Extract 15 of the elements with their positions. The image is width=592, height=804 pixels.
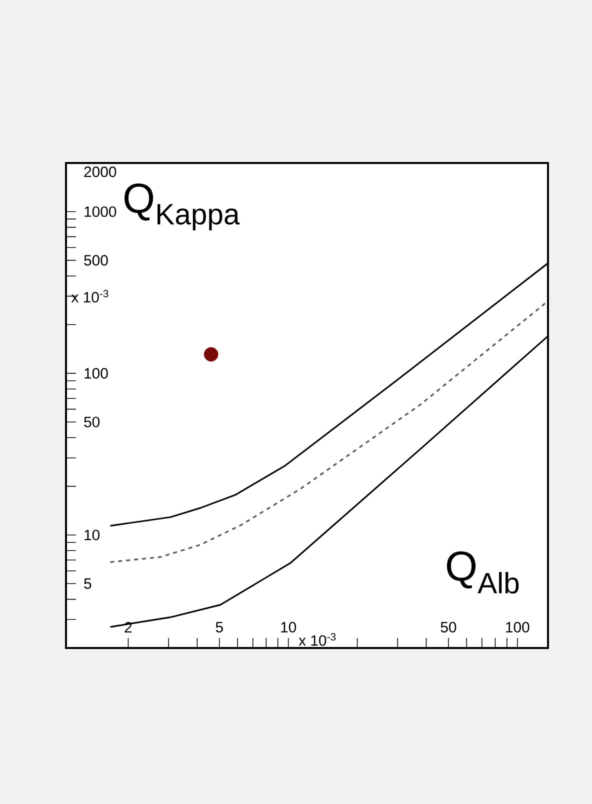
y-tick-label: 50 bbox=[84, 416, 100, 428]
x-tick-label: 100 bbox=[506, 622, 530, 632]
y-axis-title: Q$_{Kappa}$ bbox=[124, 183, 240, 230]
y-tick-label: 2000 bbox=[84, 166, 116, 178]
y-tick-label: 10 bbox=[84, 530, 100, 540]
annotation: x 10$^{-3}$ bbox=[298, 633, 336, 646]
y-tick-label: 1000 bbox=[84, 206, 116, 217]
x-axis-title: Q$_{Alb}$ bbox=[446, 551, 519, 594]
x-tick-label: 10 bbox=[281, 622, 296, 632]
annotation: x 10$^{-3}$ bbox=[71, 290, 108, 303]
y-tick-label: 500 bbox=[84, 255, 108, 266]
x-tick-label: 5 bbox=[216, 622, 223, 632]
y-tick-label: 100 bbox=[84, 368, 108, 379]
x-tick-label: 50 bbox=[440, 622, 456, 632]
y-tick-label: 5 bbox=[84, 578, 92, 589]
